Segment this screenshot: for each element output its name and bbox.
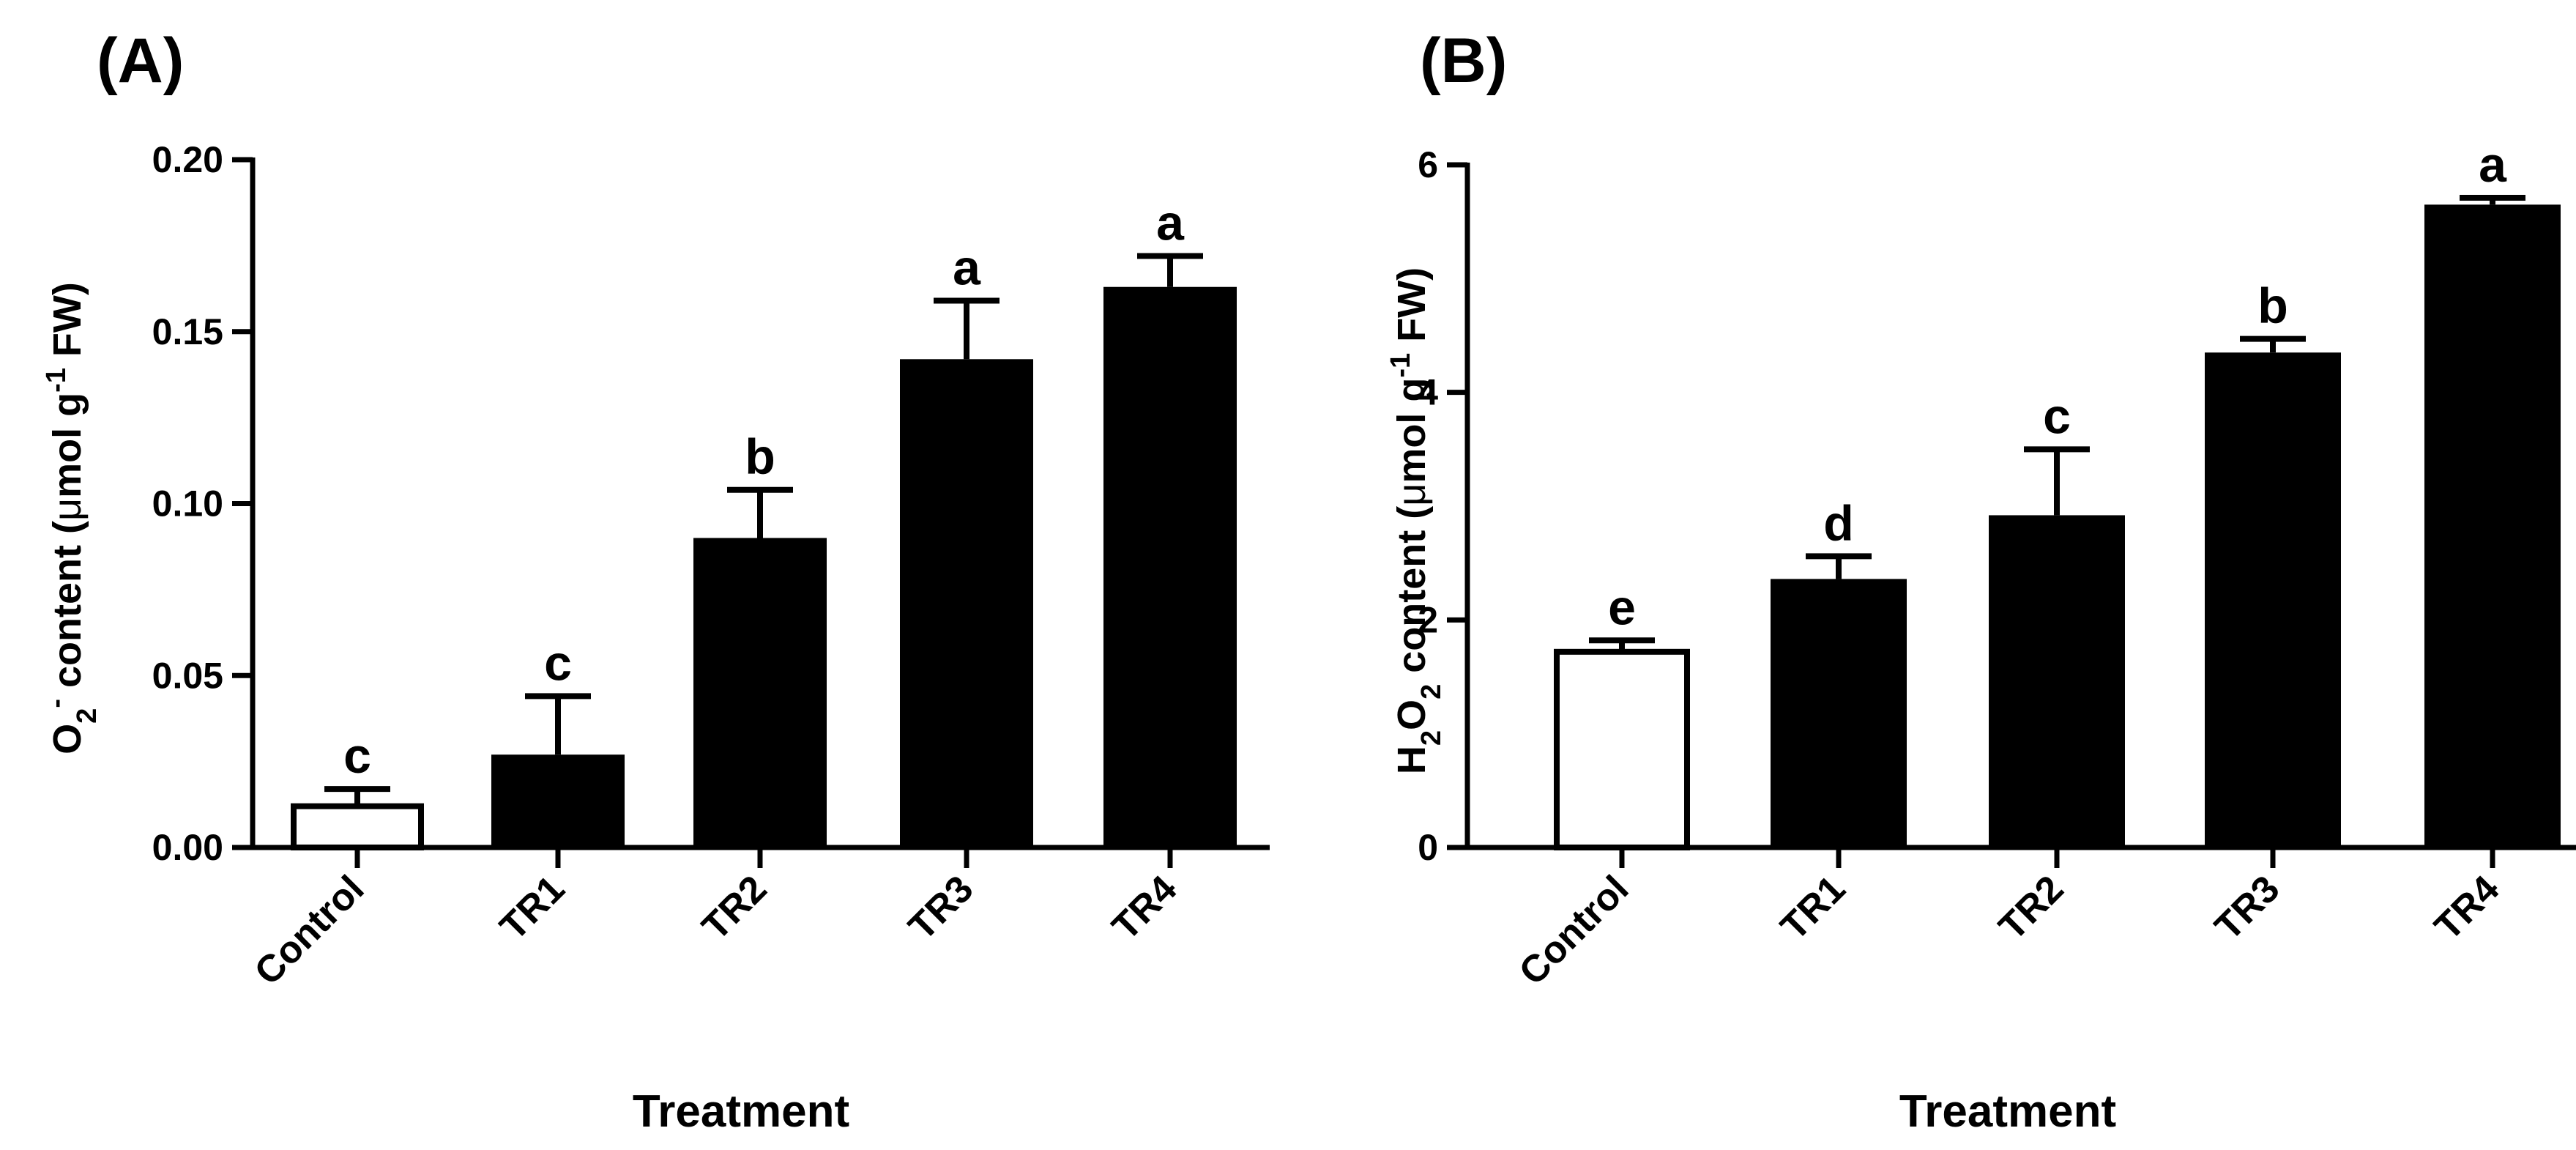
bar-tr1 <box>1771 579 1907 847</box>
y-tick-label: 6 <box>1418 144 1438 185</box>
x-tick-label: Control <box>247 867 373 993</box>
x-tick-label: TR2 <box>694 867 775 948</box>
x-tick-label: TR4 <box>1104 867 1185 949</box>
y-axis-title-b: H2O2 content (μmol g-1 FW) <box>1385 267 1447 774</box>
chart-panel-a: (A) 0.00 0.05 0.10 0.15 0.20 Control c TR1 c TR2 b T… <box>41 26 1270 1137</box>
significance-letter: a <box>2479 137 2507 193</box>
bar-tr3 <box>900 359 1033 847</box>
significance-letter: a <box>1156 195 1185 251</box>
bar-tr3 <box>2205 352 2341 847</box>
significance-letter: c <box>343 728 371 784</box>
bar-tr4 <box>2424 204 2561 847</box>
x-tick-label: Control <box>1511 867 1637 993</box>
chart-a: (A) 0.00 0.05 0.10 0.15 0.20 Control c TR1 c TR2 b T… <box>41 26 1270 1137</box>
y-tick-label: 0.15 <box>152 311 223 352</box>
significance-letter: b <box>745 429 775 485</box>
y-tick-label: 0.10 <box>152 483 223 524</box>
x-axis-title-a: Treatment <box>633 1086 849 1137</box>
significance-letter: d <box>1823 495 1854 551</box>
chart-b: (B) 0 2 4 6 Control e TR1 d TR2 c TR3 b TR4 a Treatment… <box>1385 26 2576 1137</box>
x-axis-title-b: Treatment <box>1899 1086 2116 1137</box>
bar-control <box>291 803 424 851</box>
x-tick-label: TR4 <box>2427 867 2508 949</box>
y-tick-label: 0 <box>1418 827 1438 868</box>
bar-control <box>1554 648 1690 850</box>
y-tick-label: 4 <box>1418 372 1438 413</box>
bar-tr1 <box>491 754 625 847</box>
x-tick-label: TR1 <box>492 867 573 948</box>
y-tick-label: 0.00 <box>152 827 223 868</box>
bar-tr2 <box>693 538 827 847</box>
y-tick-label: 0.20 <box>152 139 223 180</box>
significance-letter: a <box>953 240 981 295</box>
significance-letter: c <box>544 635 572 691</box>
x-tick-label: TR3 <box>901 867 981 948</box>
significance-letter: e <box>1608 579 1636 635</box>
chart-panel-b: (B) 0 2 4 6 Control e TR1 d TR2 c TR3 b TR4 a Treatment… <box>1288 0 2576 1150</box>
significance-letter: b <box>2257 278 2288 334</box>
y-axis-title-a: O2- content (μmol g-1 FW) <box>41 282 103 754</box>
panel-label-b: (B) <box>1420 26 1507 96</box>
x-tick-label: TR2 <box>1991 867 2071 948</box>
panel-label-a: (A) <box>97 26 184 96</box>
y-tick-label: 2 <box>1418 599 1438 640</box>
bar-tr2 <box>1989 515 2125 847</box>
significance-letter: c <box>2043 388 2071 444</box>
y-tick-label: 0.05 <box>152 655 223 696</box>
x-tick-label: TR1 <box>1773 867 1853 948</box>
bar-tr4 <box>1103 286 1237 848</box>
x-tick-label: TR3 <box>2207 867 2287 948</box>
